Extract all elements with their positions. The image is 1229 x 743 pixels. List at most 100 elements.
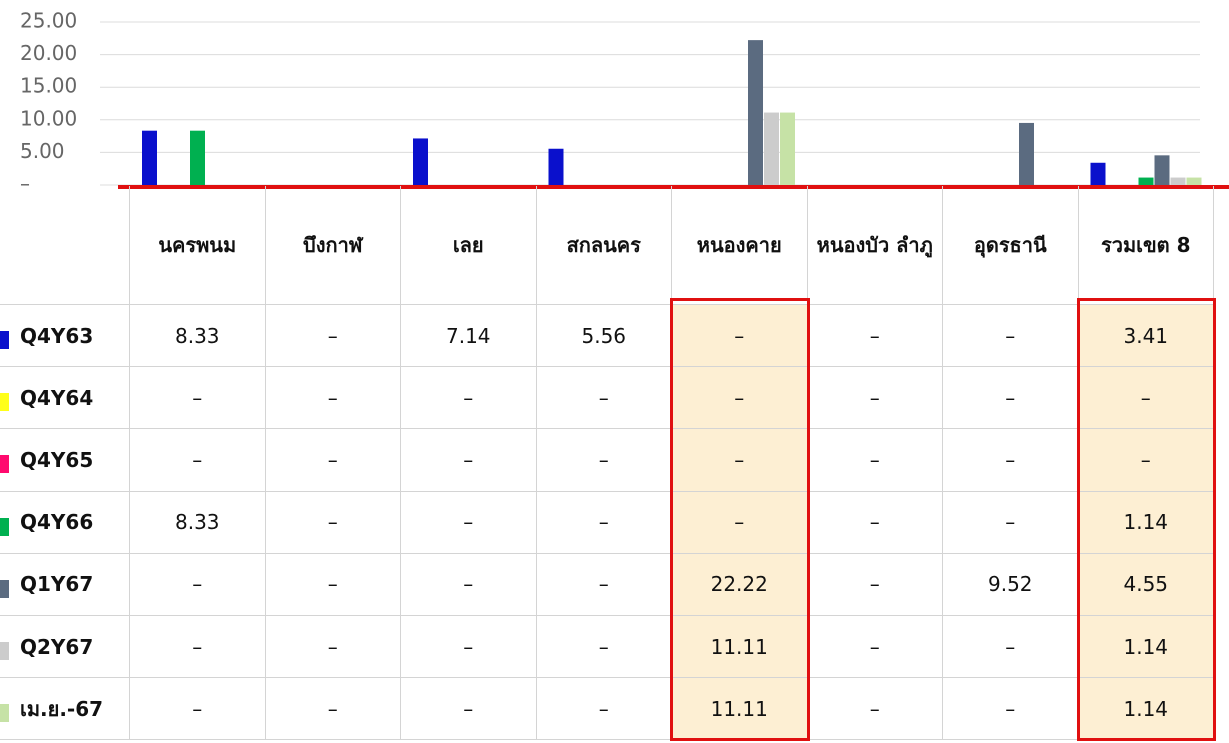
column-header: อุดรธานี xyxy=(943,186,1079,305)
table-value: – xyxy=(943,678,1079,741)
table-value: – xyxy=(943,429,1079,492)
table-value: 7.14 xyxy=(401,305,537,368)
bar xyxy=(1170,177,1186,185)
table-value: – xyxy=(265,305,401,368)
table-value: – xyxy=(807,491,943,554)
table-value: – xyxy=(807,553,943,616)
bar xyxy=(748,40,763,186)
table-value: – xyxy=(807,678,943,741)
table-value: – xyxy=(807,367,943,430)
column-header: หนองคาย xyxy=(672,186,808,305)
table-value: – xyxy=(1078,367,1214,430)
bar xyxy=(764,112,779,185)
column-header: หนองบัว ลำภู xyxy=(807,186,943,305)
table-value: – xyxy=(265,491,401,554)
legend-swatch xyxy=(0,455,9,474)
table-value: 1.14 xyxy=(1078,616,1214,679)
table-value: – xyxy=(130,553,266,616)
chart: – 5.00 10.00 15.00 20.00 25.00 xyxy=(20,9,1229,191)
bar xyxy=(142,130,157,185)
table-value: – xyxy=(265,553,401,616)
legend-entry: Q2Y67 xyxy=(0,616,130,679)
table-value: 22.22 xyxy=(672,553,808,616)
table-value: – xyxy=(536,429,672,492)
legend-swatch xyxy=(0,642,9,660)
table-value: – xyxy=(401,429,537,492)
column-header: สกลนคร xyxy=(536,186,672,305)
legend-entry: Q4Y63 xyxy=(0,305,130,368)
bar xyxy=(413,138,428,185)
table-value: – xyxy=(536,553,672,616)
legend-swatch xyxy=(0,393,9,412)
table-value: – xyxy=(943,305,1079,368)
table-value: 1.14 xyxy=(1078,491,1214,554)
column-header: นครพนม xyxy=(130,186,266,305)
table-value: – xyxy=(401,553,537,616)
table-value: – xyxy=(807,616,943,679)
table-value: 1.14 xyxy=(1078,678,1214,741)
legend-entry: Q4Y64 xyxy=(0,367,130,430)
table-value: – xyxy=(536,678,672,741)
table-value: – xyxy=(265,616,401,679)
y-tick-label: 10.00 xyxy=(20,106,77,130)
legend-swatch xyxy=(0,579,9,598)
column-header: เลย xyxy=(401,186,537,305)
table-value: – xyxy=(130,616,266,679)
corner-cell xyxy=(0,186,130,305)
y-tick-label: – xyxy=(20,172,30,191)
table-value: – xyxy=(807,305,943,368)
table-value: – xyxy=(130,367,266,430)
table-value: – xyxy=(943,491,1079,554)
table-value: 8.33 xyxy=(130,491,266,554)
y-tick-label: 15.00 xyxy=(20,74,77,98)
legend-entry: เม.ย.-67 xyxy=(0,678,130,741)
table-value: – xyxy=(672,491,808,554)
bar xyxy=(780,112,795,185)
y-tick-label: 25.00 xyxy=(20,9,77,33)
table-value: – xyxy=(130,429,266,492)
table-value: 5.56 xyxy=(536,305,672,368)
table-value: – xyxy=(943,616,1079,679)
table-value: – xyxy=(672,429,808,492)
table-value: 3.41 xyxy=(1078,305,1214,368)
bar xyxy=(1019,122,1034,185)
column-header: รวมเขต 8 xyxy=(1078,186,1214,305)
table-value: – xyxy=(265,367,401,430)
table-value: 11.11 xyxy=(672,616,808,679)
table-value: 4.55 xyxy=(1078,553,1214,616)
table-value: – xyxy=(130,678,266,741)
table-value: – xyxy=(943,367,1079,430)
bar xyxy=(190,130,205,185)
table-value: – xyxy=(265,429,401,492)
table-value: 8.33 xyxy=(130,305,266,368)
table-value: – xyxy=(401,616,537,679)
legend-swatch xyxy=(0,331,9,349)
y-tick-label: 20.00 xyxy=(20,41,77,65)
table-value: 9.52 xyxy=(943,553,1079,616)
table-value: – xyxy=(536,616,672,679)
legend-entry: Q1Y67 xyxy=(0,553,130,616)
bar xyxy=(1138,177,1154,185)
bar xyxy=(1186,177,1202,185)
table-value: – xyxy=(536,491,672,554)
legend-entry: Q4Y65 xyxy=(0,429,130,492)
table-value: – xyxy=(401,678,537,741)
table-value: – xyxy=(672,305,808,368)
table-value: – xyxy=(401,367,537,430)
legend-swatch xyxy=(0,517,9,536)
table-value: – xyxy=(265,678,401,741)
bar xyxy=(1154,155,1170,185)
y-tick-label: 5.00 xyxy=(20,139,65,163)
table-value: – xyxy=(536,367,672,430)
table-value: – xyxy=(807,429,943,492)
table-value: – xyxy=(1078,429,1214,492)
legend-swatch xyxy=(0,704,9,723)
table-value: – xyxy=(401,491,537,554)
table-value: 11.11 xyxy=(672,678,808,741)
bar xyxy=(548,148,564,185)
column-header: บึงกาฬ xyxy=(265,186,401,305)
bar xyxy=(1090,162,1106,185)
table-value: – xyxy=(672,367,808,430)
legend-entry: Q4Y66 xyxy=(0,491,130,554)
